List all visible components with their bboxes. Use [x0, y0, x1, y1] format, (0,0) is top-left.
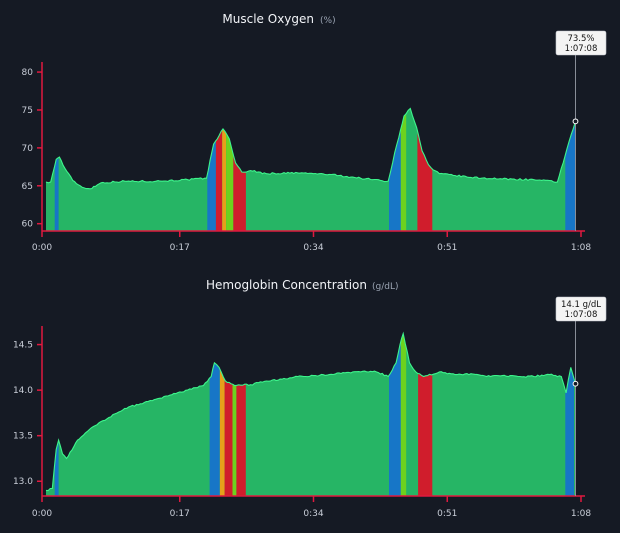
x-tick-label: 0:17 — [170, 509, 190, 519]
band-blue — [565, 108, 576, 231]
chart-title: Muscle Oxygen — [222, 12, 314, 26]
band-orange — [219, 333, 225, 496]
tooltip-time: 1:07:08 — [565, 44, 598, 54]
band-blue — [54, 333, 59, 496]
y-tick-label: 60 — [22, 220, 34, 230]
band-lime — [226, 108, 234, 231]
y-tick-label: 70 — [22, 144, 34, 154]
y-tick-label: 14.5 — [13, 341, 33, 351]
x-tick-label: 0:51 — [437, 243, 457, 253]
cursor-marker — [572, 118, 579, 125]
band-orange — [222, 108, 227, 231]
cursor-tooltip: 14.1 g/dL1:07:08 — [555, 296, 607, 322]
series-area — [46, 333, 576, 496]
x-tick-label: 0:51 — [437, 509, 457, 519]
chart-title: Hemoglobin Concentration — [206, 278, 367, 292]
y-tick-label: 13.5 — [13, 432, 33, 442]
tooltip-box — [555, 30, 607, 56]
y-tick-label: 14.0 — [13, 386, 33, 396]
x-tick-label: 1:08 — [571, 243, 591, 253]
series-line — [45, 107, 577, 190]
plot-area: 60 65 70 75 80 0:00 0:17 0:34 0:51 1:08 73.5%1:07:… — [22, 30, 607, 253]
y-tick-label: 80 — [22, 68, 34, 78]
y-tick-label: 75 — [22, 106, 33, 116]
x-tick-label: 0:00 — [32, 509, 52, 519]
plot-area: 13.0 13.5 14.0 14.5 0:00 0:17 0:34 0:51 1:08 14.1… — [13, 296, 607, 519]
intensity-bands — [54, 333, 574, 496]
cursor-tooltip: 73.5%1:07:08 — [555, 30, 607, 56]
x-tick-label: 0:17 — [170, 243, 190, 253]
chart-unit: (%) — [320, 16, 336, 26]
tooltip-box — [555, 296, 607, 322]
band-red — [215, 108, 223, 231]
chart-unit: (g/dL) — [372, 282, 399, 292]
tooltip-value: 73.5% — [567, 34, 594, 44]
band-blue — [54, 108, 59, 231]
series-line — [45, 331, 577, 492]
cursor-marker — [572, 380, 579, 387]
band-green — [406, 108, 418, 231]
band-blue — [389, 108, 401, 231]
tooltip-value: 14.1 g/dL — [561, 300, 601, 310]
x-tick-label: 0:34 — [303, 243, 323, 253]
band-red — [236, 333, 246, 496]
band-green — [406, 333, 419, 496]
x-tick-label: 1:08 — [571, 509, 591, 519]
band-lime — [400, 333, 407, 496]
band-lime — [232, 333, 237, 496]
band-blue — [389, 333, 401, 496]
muscle-oxygen-chart[interactable]: Muscle Oxygen (%) 60 65 70 75 80 0:00 0:17 0:34… — [22, 12, 607, 253]
band-red — [417, 108, 433, 231]
band-red — [224, 333, 233, 496]
band-blue — [565, 333, 574, 496]
x-tick-label: 0:34 — [303, 509, 323, 519]
band-blue — [207, 108, 216, 231]
band-blue — [209, 333, 220, 496]
band-lime — [400, 108, 407, 231]
y-tick-label: 65 — [22, 182, 33, 192]
band-red — [418, 333, 433, 496]
x-tick-label: 0:00 — [32, 243, 52, 253]
hemoglobin-chart[interactable]: Hemoglobin Concentration (g/dL) 13.0 13.5… — [13, 278, 607, 519]
series-area — [46, 108, 576, 231]
tooltip-time: 1:07:08 — [565, 310, 598, 320]
y-tick-label: 13.0 — [13, 477, 33, 487]
band-red — [233, 108, 246, 231]
